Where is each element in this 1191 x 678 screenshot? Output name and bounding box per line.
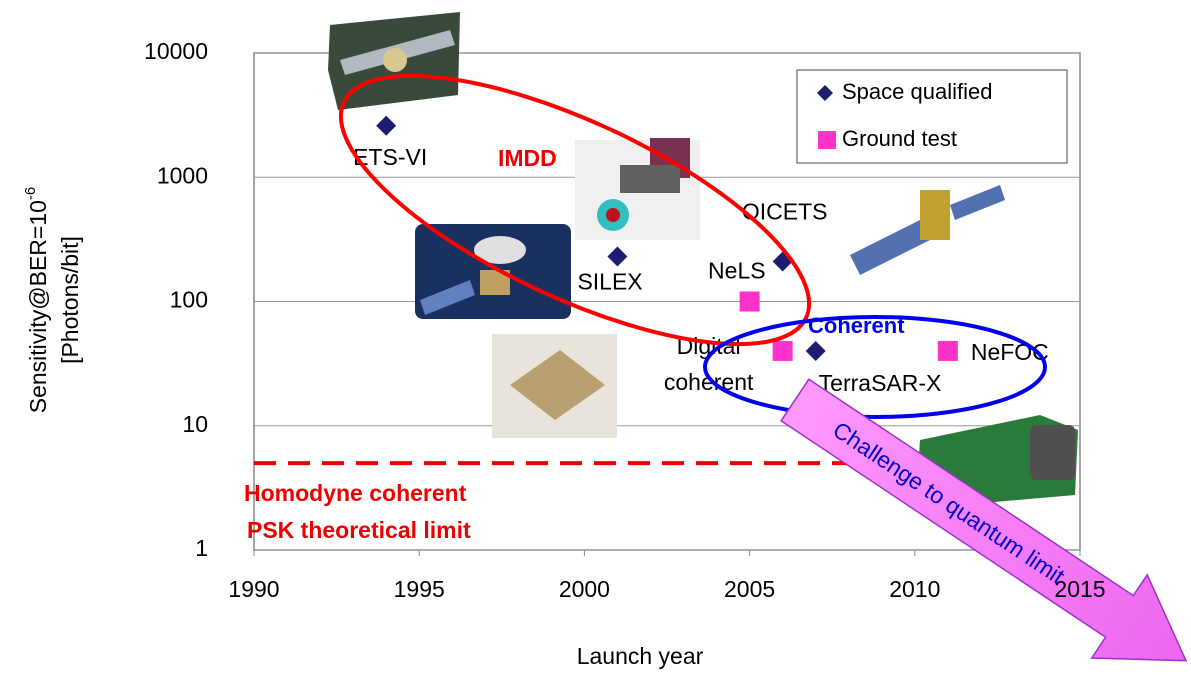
arrow-shape	[780, 378, 1188, 662]
legend: Space qualified Ground test	[796, 69, 1068, 164]
point	[607, 246, 628, 267]
y-tick-label: 10	[182, 411, 208, 437]
satellite-image-2	[575, 138, 700, 240]
device-image	[492, 334, 617, 438]
point	[805, 340, 826, 361]
satellite-image-4	[850, 185, 1005, 275]
point-label: NeLS	[708, 258, 766, 284]
y-axis-label-superscript: -6	[22, 187, 39, 200]
legend-box	[796, 69, 1068, 164]
y-tick-label: 100	[170, 287, 208, 313]
y-axis-label-text: Sensitivity@BER=10	[25, 200, 51, 413]
legend-marker	[818, 131, 836, 149]
point	[772, 340, 793, 361]
imdd-ellipse	[338, 73, 812, 347]
plot: ETS-VISILEXOICETSTerraSAR-XNeLSDigitalco…	[254, 115, 1049, 466]
point-label: coherent	[664, 369, 754, 395]
y-axis-label: [Photons/bit]	[57, 236, 83, 364]
x-tick-label: 1990	[228, 576, 279, 602]
x-axis-label: Launch year	[577, 643, 704, 669]
legend-label: Ground test	[842, 126, 957, 151]
coherent-label: Coherent	[808, 313, 905, 338]
point-label: ETS-VI	[353, 144, 427, 170]
x-tick-label: 2015	[1054, 576, 1105, 602]
y-tick-label: 10000	[144, 38, 208, 64]
limit-label: PSK theoretical limit	[247, 517, 471, 543]
legend-marker	[817, 85, 833, 101]
y-axis-label: Sensitivity@BER=10-6	[22, 187, 51, 414]
point	[376, 115, 397, 136]
point	[739, 291, 760, 312]
limit-label: Homodyne coherent	[244, 480, 467, 506]
y-tick-label: 1000	[157, 162, 208, 188]
x-tick-label: 2010	[889, 576, 940, 602]
imdd-label: IMDD	[498, 145, 557, 171]
y-tick-label: 1	[195, 535, 208, 561]
point-label: TerraSAR-X	[819, 370, 942, 396]
point	[937, 340, 958, 361]
satellite-image-3	[415, 224, 571, 319]
x-tick-label: 1995	[394, 576, 445, 602]
point-label: SILEX	[577, 269, 642, 295]
legend-label: Space qualified	[842, 79, 992, 104]
x-tick-label: 2005	[724, 576, 775, 602]
coherent-ellipse	[703, 315, 1047, 419]
x-tick-label: 2000	[559, 576, 610, 602]
